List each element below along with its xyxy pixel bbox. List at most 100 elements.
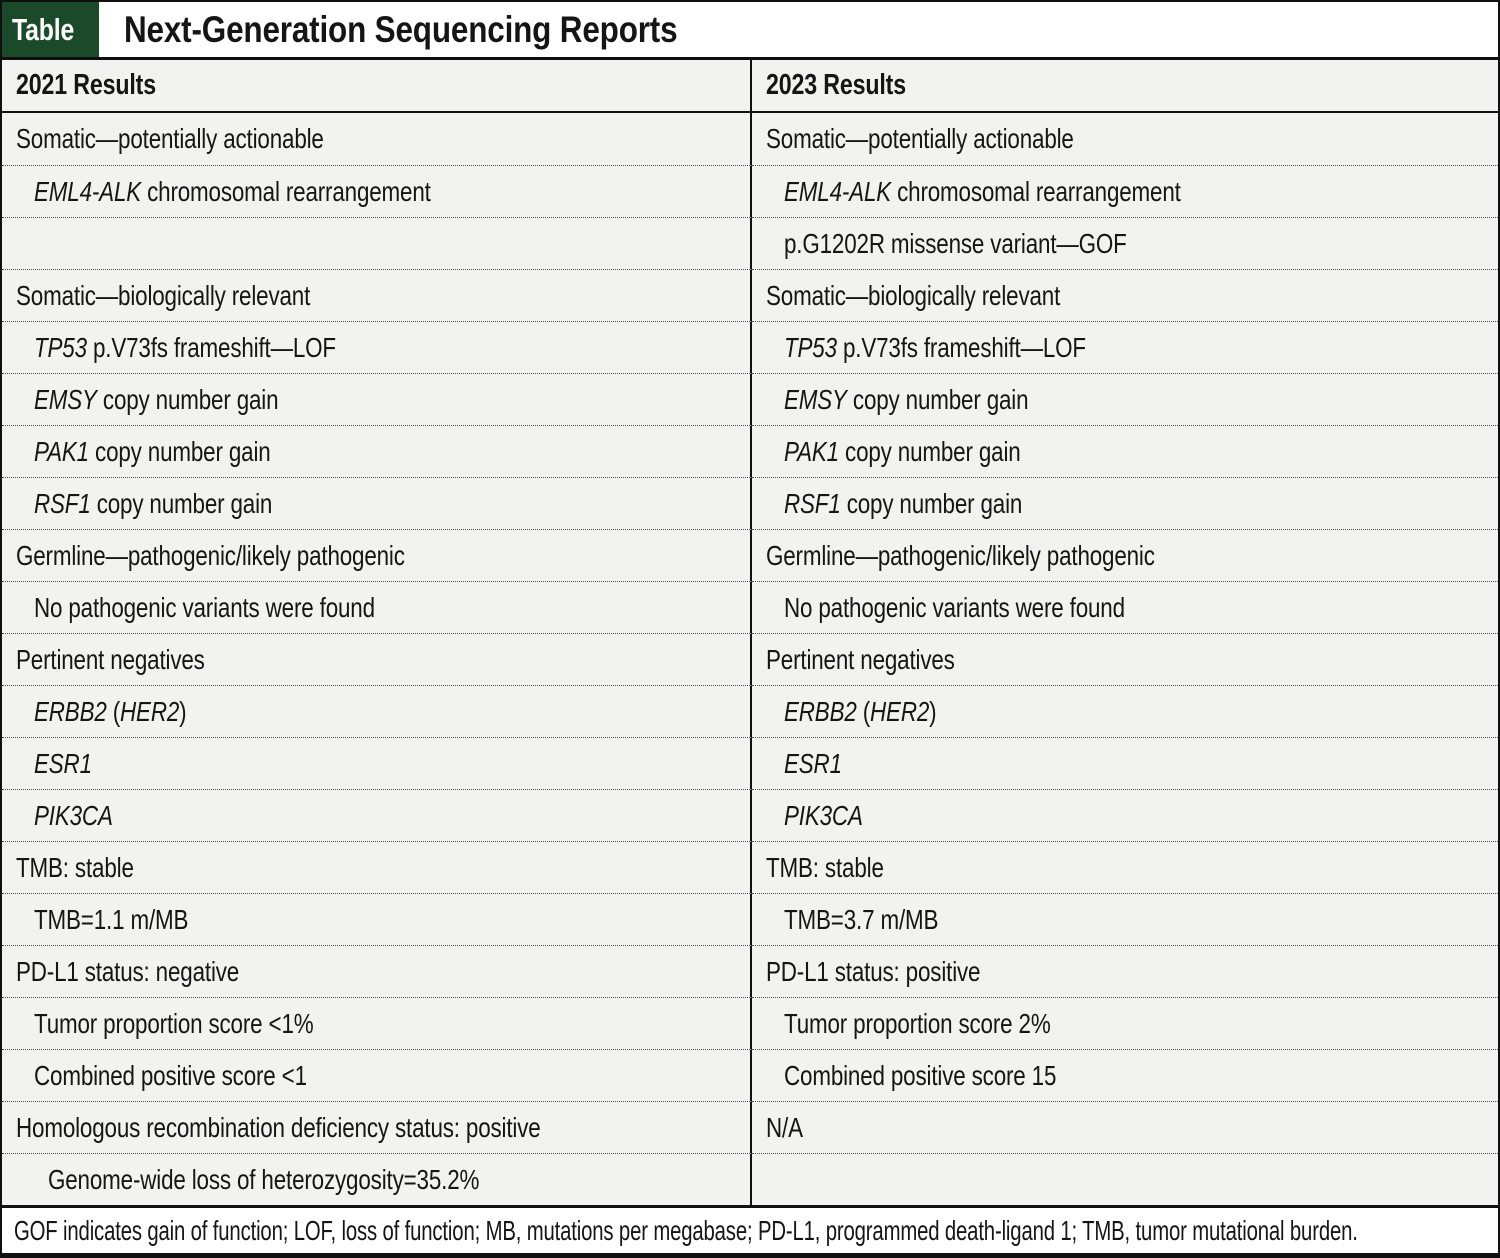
cell-text: Somatic—potentially actionable	[16, 123, 324, 154]
table-body: Somatic—potentially actionable Somatic—po…	[2, 113, 1498, 1205]
table-cell-2023: Somatic—potentially actionable	[752, 113, 1498, 165]
table-cell-2023: Pertinent negatives	[752, 633, 1498, 685]
table-cell-2023	[752, 1153, 1498, 1205]
table-cell-2023: PAK1 copy number gain	[752, 425, 1498, 477]
table-cell-2021: EML4-ALK chromosomal rearrangement	[2, 165, 752, 217]
table-cell-2021: Pertinent negatives	[2, 633, 752, 685]
cell-text: ESR1	[784, 747, 842, 779]
table-cell-2021: PD-L1 status: negative	[2, 945, 752, 997]
cell-text: PD-L1 status: negative	[16, 955, 240, 987]
table-cell-2023: Combined positive score 15	[752, 1049, 1498, 1101]
cell-text: Combined positive score <1	[34, 1059, 307, 1091]
table-cell-2021: PAK1 copy number gain	[2, 425, 752, 477]
table-cell-2023: N/A	[752, 1101, 1498, 1153]
table-cell-2021: ESR1	[2, 737, 752, 789]
cell-text: TMB: stable	[16, 851, 134, 883]
table-footnote: GOF indicates gain of function; LOF, los…	[2, 1205, 1498, 1253]
table-cell-2023: No pathogenic variants were found	[752, 581, 1498, 633]
table-row: Genome-wide loss of heterozygosity=35.2%	[2, 1153, 1498, 1205]
table-cell-2023: PD-L1 status: positive	[752, 945, 1498, 997]
cell-text: p.G1202R missense variant—GOF	[784, 227, 1127, 259]
cell-text: N/A	[766, 1111, 803, 1143]
table-row: p.G1202R missense variant—GOF	[2, 217, 1498, 269]
table-cell-2023: RSF1 copy number gain	[752, 477, 1498, 529]
table-cell-2023: EMSY copy number gain	[752, 373, 1498, 425]
table-cell-2021: Somatic—potentially actionable	[2, 113, 752, 165]
table-cell-2023: p.G1202R missense variant—GOF	[752, 217, 1498, 269]
column-header-2021: 2021 Results	[2, 60, 752, 111]
table-row: ERBB2 (HER2) ERBB2 (HER2)	[2, 685, 1498, 737]
table-title-bar: Table Next-Generation Sequencing Reports	[2, 2, 1498, 60]
cell-text: EMSY copy number gain	[34, 383, 279, 415]
table-cell-2021: Somatic—biologically relevant	[2, 269, 752, 321]
table-cell-2021: TP53 p.V73fs frameshift—LOF	[2, 321, 752, 373]
cell-text: PIK3CA	[34, 799, 113, 831]
column-header-2023-label: 2023 Results	[766, 69, 906, 101]
table-row: ESR1 ESR1	[2, 737, 1498, 789]
table-cell-2021: Germline—pathogenic/likely pathogenic	[2, 529, 752, 581]
cell-text: TMB: stable	[766, 851, 884, 883]
cell-text: RSF1 copy number gain	[34, 487, 273, 519]
table-row: Homologous recombination deficiency stat…	[2, 1101, 1498, 1153]
cell-text: PAK1 copy number gain	[34, 435, 271, 467]
table-row: TP53 p.V73fs frameshift—LOF TP53 p.V73fs …	[2, 321, 1498, 373]
table-cell-2023: EML4-ALK chromosomal rearrangement	[752, 165, 1498, 217]
table-row: RSF1 copy number gain RSF1 copy number ga…	[2, 477, 1498, 529]
cell-text: Germline—pathogenic/likely pathogenic	[766, 539, 1155, 571]
table-row: Germline—pathogenic/likely pathogenic Ger…	[2, 529, 1498, 581]
table-row: Somatic—potentially actionable Somatic—po…	[2, 113, 1498, 165]
cell-text: Somatic—potentially actionable	[766, 123, 1074, 154]
cell-text: TP53 p.V73fs frameshift—LOF	[34, 331, 336, 363]
table-cell-2023: Tumor proportion score 2%	[752, 997, 1498, 1049]
cell-text: Pertinent negatives	[16, 643, 205, 675]
table-row: PIK3CA PIK3CA	[2, 789, 1498, 841]
cell-text: TMB=3.7 m/MB	[784, 903, 939, 935]
table-cell-2021: TMB: stable	[2, 841, 752, 893]
table-cell-2021: Tumor proportion score <1%	[2, 997, 752, 1049]
table-row: Tumor proportion score <1% Tumor proporti…	[2, 997, 1498, 1049]
table-cell-2021: No pathogenic variants were found	[2, 581, 752, 633]
column-header-2021-label: 2021 Results	[16, 69, 156, 101]
table-cell-2021: TMB=1.1 m/MB	[2, 893, 752, 945]
column-header-2023: 2023 Results	[752, 60, 1498, 111]
column-header-row: 2021 Results 2023 Results	[2, 60, 1498, 113]
cell-text: ESR1	[34, 747, 92, 779]
table-badge-label: Table	[11, 11, 74, 47]
cell-text: Genome-wide loss of heterozygosity=35.2%	[48, 1163, 480, 1195]
table-row: PD-L1 status: negative PD-L1 status: posi…	[2, 945, 1498, 997]
cell-text: Somatic—biologically relevant	[16, 279, 311, 311]
table-row: Somatic—biologically relevant Somatic—bio…	[2, 269, 1498, 321]
table-cell-2021: Genome-wide loss of heterozygosity=35.2%	[2, 1153, 752, 1205]
table-cell-2023: TMB: stable	[752, 841, 1498, 893]
table-cell-2021: PIK3CA	[2, 789, 752, 841]
table-row: TMB=1.1 m/MB TMB=3.7 m/MB	[2, 893, 1498, 945]
cell-text: No pathogenic variants were found	[784, 591, 1125, 623]
table-cell-2021: EMSY copy number gain	[2, 373, 752, 425]
table-cell-2023: PIK3CA	[752, 789, 1498, 841]
cell-text: EML4-ALK chromosomal rearrangement	[34, 175, 431, 207]
table-title-text: Next-Generation Sequencing Reports	[124, 8, 678, 50]
cell-text: Combined positive score 15	[784, 1059, 1057, 1091]
cell-text: ERBB2 (HER2)	[784, 695, 937, 727]
table-cell-2023: Germline—pathogenic/likely pathogenic	[752, 529, 1498, 581]
table-cell-2023: Somatic—biologically relevant	[752, 269, 1498, 321]
table-cell-2023: ERBB2 (HER2)	[752, 685, 1498, 737]
table-cell-2021: Combined positive score <1	[2, 1049, 752, 1101]
table-cell-2023: TP53 p.V73fs frameshift—LOF	[752, 321, 1498, 373]
cell-text: Homologous recombination deficiency stat…	[16, 1111, 541, 1143]
table-row: PAK1 copy number gain PAK1 copy number ga…	[2, 425, 1498, 477]
table-row: Pertinent negatives Pertinent negatives	[2, 633, 1498, 685]
cell-text: ERBB2 (HER2)	[34, 695, 187, 727]
cell-text: Tumor proportion score <1%	[34, 1007, 314, 1039]
table-cell-2021: RSF1 copy number gain	[2, 477, 752, 529]
cell-text: RSF1 copy number gain	[784, 487, 1023, 519]
table-footnote-text: GOF indicates gain of function; LOF, los…	[14, 1214, 1358, 1246]
cell-text: Tumor proportion score 2%	[784, 1007, 1051, 1039]
cell-text: TMB=1.1 m/MB	[34, 903, 189, 935]
table-cell-2023: ESR1	[752, 737, 1498, 789]
table-title: Next-Generation Sequencing Reports	[99, 2, 775, 57]
cell-text: PD-L1 status: positive	[766, 955, 981, 987]
table-row: TMB: stable TMB: stable	[2, 841, 1498, 893]
table-badge: Table	[2, 2, 99, 57]
